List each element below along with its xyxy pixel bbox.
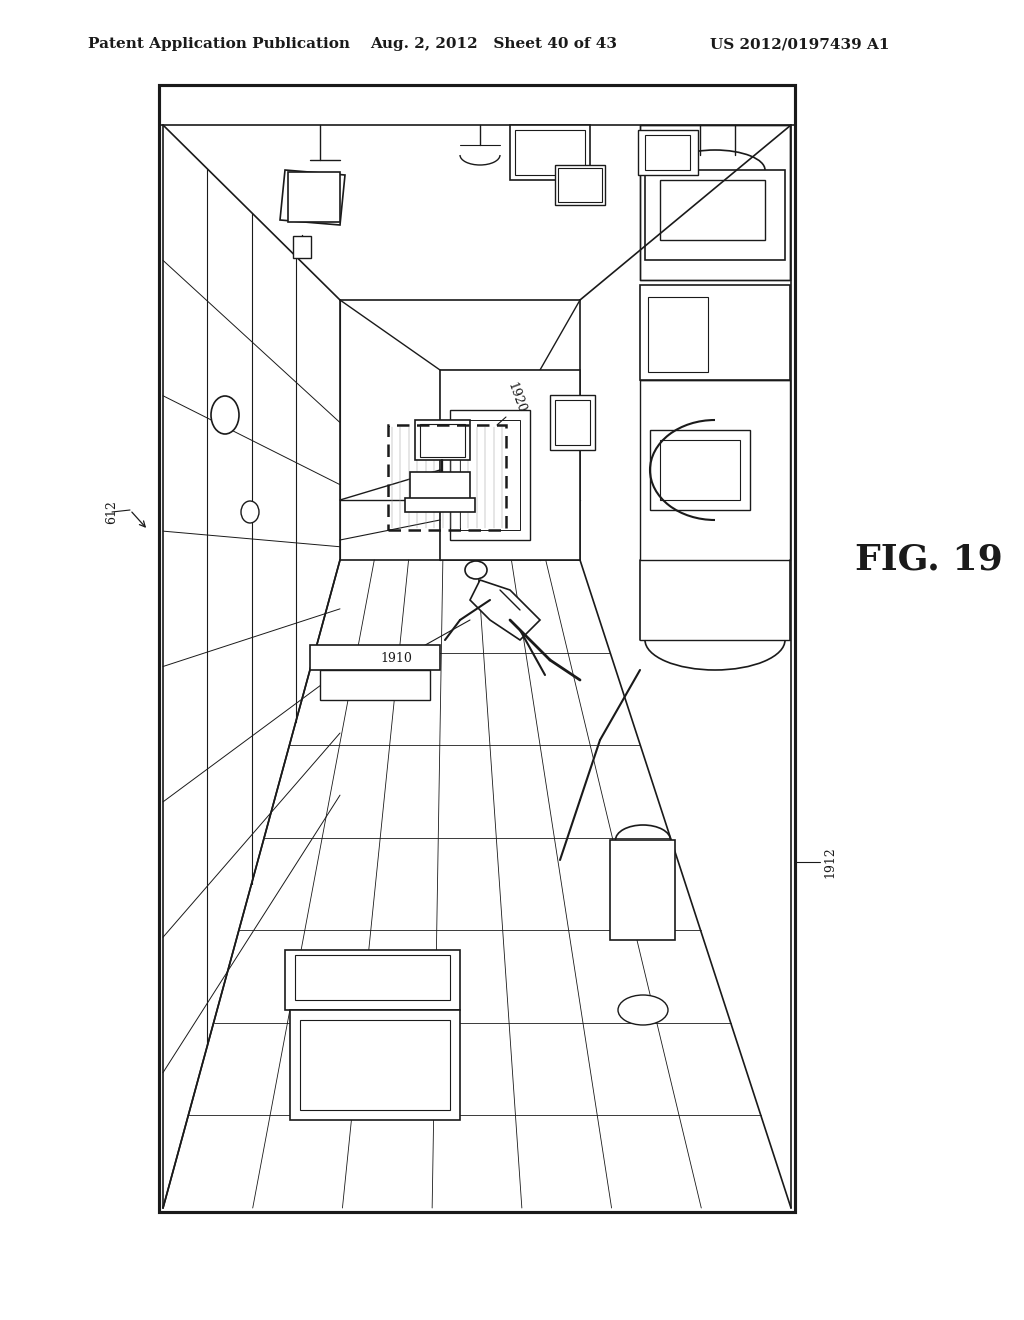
Bar <box>515 129 585 176</box>
Bar <box>410 473 470 500</box>
Text: Aug. 2, 2012   Sheet 40 of 43: Aug. 2, 2012 Sheet 40 of 43 <box>370 37 617 51</box>
Bar <box>345 1030 395 1090</box>
Ellipse shape <box>241 502 259 523</box>
Bar <box>660 440 740 500</box>
Bar <box>415 420 470 459</box>
Bar <box>650 430 750 510</box>
Bar <box>288 172 340 222</box>
Bar <box>293 236 311 257</box>
Bar <box>550 395 595 450</box>
Ellipse shape <box>383 1090 401 1100</box>
Text: 1910: 1910 <box>380 652 412 665</box>
Text: 612: 612 <box>105 500 119 524</box>
Bar <box>450 411 530 540</box>
Bar <box>640 285 790 380</box>
Polygon shape <box>640 380 790 560</box>
Bar <box>510 125 590 180</box>
Text: 1912: 1912 <box>823 846 836 878</box>
Bar <box>555 400 590 445</box>
Polygon shape <box>470 579 540 640</box>
Bar <box>319 671 430 700</box>
Bar <box>555 165 605 205</box>
Bar <box>638 129 698 176</box>
Bar <box>610 840 675 940</box>
Bar <box>420 424 465 457</box>
Bar <box>558 168 602 202</box>
Bar <box>350 995 390 1030</box>
Bar <box>645 135 690 170</box>
Text: US 2012/0197439 A1: US 2012/0197439 A1 <box>710 37 890 51</box>
Ellipse shape <box>618 995 668 1026</box>
Bar <box>159 84 795 1212</box>
Bar <box>300 1020 450 1110</box>
Bar <box>406 498 475 512</box>
Bar <box>295 954 450 1001</box>
Ellipse shape <box>465 561 487 579</box>
Bar <box>285 950 460 1010</box>
Bar <box>648 297 708 372</box>
Ellipse shape <box>344 1090 362 1100</box>
Text: FIG. 19: FIG. 19 <box>855 543 1002 577</box>
Polygon shape <box>280 170 345 224</box>
Text: 1920: 1920 <box>505 380 528 414</box>
Polygon shape <box>640 125 790 280</box>
Bar <box>460 420 520 531</box>
Text: Patent Application Publication: Patent Application Publication <box>88 37 350 51</box>
Bar <box>645 170 785 260</box>
Bar <box>388 425 506 531</box>
Bar <box>440 370 580 560</box>
Ellipse shape <box>211 396 239 434</box>
Bar <box>159 84 795 1212</box>
Bar <box>310 645 440 671</box>
Bar <box>290 1010 460 1119</box>
Bar <box>660 180 765 240</box>
